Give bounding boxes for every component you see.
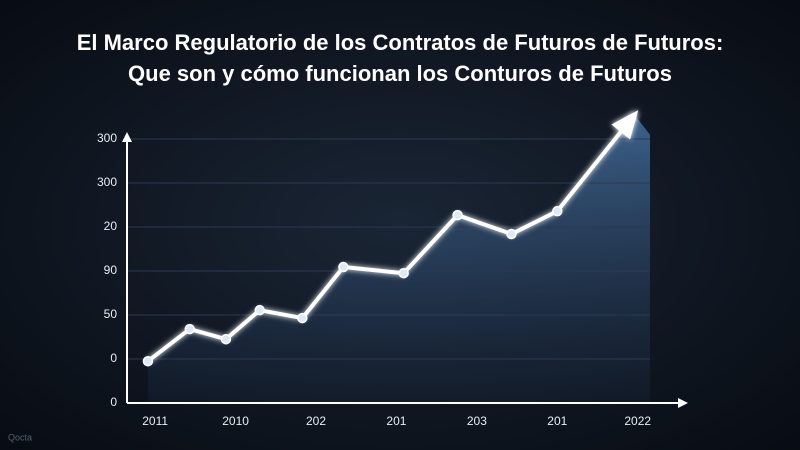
area <box>147 114 650 404</box>
x-tick-label: 2010 <box>222 414 249 428</box>
arrow-head <box>611 110 639 140</box>
x-tick-label: 2022 <box>624 414 651 428</box>
y-tick-label: 0 <box>110 351 117 365</box>
point <box>297 312 308 324</box>
point <box>220 333 232 345</box>
y-axis-arrow <box>122 132 132 142</box>
point <box>506 228 517 240</box>
point <box>184 323 195 335</box>
watermark: Qocta <box>8 432 32 442</box>
y-tick-label: 300 <box>97 131 117 145</box>
point <box>254 304 265 316</box>
y-tick-label: 0 <box>110 395 117 409</box>
x-tick-label: 201 <box>547 414 567 428</box>
chart-title: El Marco Regulatorio de los Contratos de… <box>77 30 724 55</box>
y-tick-label: 50 <box>104 307 118 321</box>
x-tick-label: 2011 <box>142 414 168 428</box>
point <box>338 261 349 273</box>
point <box>142 355 154 367</box>
x-tick-label: 202 <box>306 414 326 428</box>
point <box>452 209 463 221</box>
y-tick-label: 20 <box>104 219 118 233</box>
y-tick-label: 300 <box>97 175 117 189</box>
x-tick-label: 203 <box>467 414 487 428</box>
plot: 0 0 50 90 20 300 300 2011 2010 202 201 203 201 2022 <box>97 110 688 428</box>
point <box>552 205 563 217</box>
x-axis-arrow <box>678 398 688 408</box>
chart-subtitle: Que son y cómo funcionan los Conturos de… <box>128 61 672 86</box>
x-tick-label: 201 <box>386 414 406 428</box>
y-tick-label: 90 <box>104 263 118 277</box>
point <box>398 267 409 279</box>
